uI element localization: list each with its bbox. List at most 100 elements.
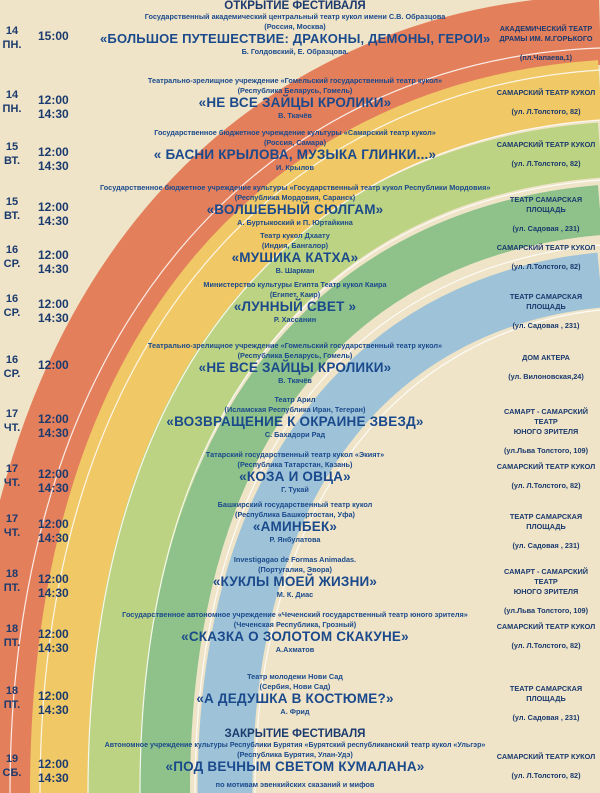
event-times: 12:00 14:30	[38, 467, 74, 495]
event-country: (Чеченская Республика, Грозный)	[233, 620, 357, 629]
event-times: 12:00 14:30	[38, 627, 74, 655]
event-times: 12:00 14:30	[38, 93, 74, 121]
event-weekday: ЧТ.	[3, 527, 21, 539]
event-time: 12:00	[38, 145, 69, 159]
event-day: 16	[5, 244, 19, 256]
event-country: (Республика Мордовия, Саранск)	[234, 193, 356, 202]
event-time: 12:00	[38, 248, 69, 262]
event-weekday: ЧТ.	[3, 477, 21, 489]
event-date: 18 ПТ.	[0, 567, 24, 595]
event-venue: ТЕАТР САМАРСКАЯ ПЛОЩАДЬ (ул. Садовая , 2…	[494, 195, 598, 234]
event-date: 15 ВТ.	[0, 195, 24, 223]
event-time: 14:30	[38, 159, 69, 173]
event-country: (Республика Татарстан, Казань)	[237, 460, 353, 469]
event-weekday: СР.	[3, 368, 21, 380]
event-venue: САМАРСКИЙ ТЕАТР КУКОЛ (ул. Л.Толстого, 8…	[494, 462, 598, 491]
event-time: 12:00	[38, 757, 69, 771]
event-country: (Россия, Москва)	[264, 22, 326, 31]
venue-name: ЮНОГО ЗРИТЕЛЯ	[513, 427, 579, 436]
event-day: 16	[5, 293, 19, 305]
event-organization: Министерство культуры Египта Театр кукол…	[203, 280, 387, 289]
event-title: «БОЛЬШОЕ ПУТЕШЕСТВИЕ: ДРАКОНЫ, ДЕМОНЫ, Г…	[100, 31, 491, 46]
event-info: Государственное бюджетное учреждение кул…	[100, 183, 490, 228]
event-venue: ТЕАТР САМАРСКАЯ ПЛОЩАДЬ (ул. Садовая , 2…	[494, 292, 598, 331]
event-day: 17	[5, 463, 19, 475]
venue-address: (ул. Вилоновская,24)	[508, 372, 584, 381]
event-info: Автономное учреждение культуры Республик…	[100, 740, 490, 775]
event-info: Театр молодежи Нови Сад (Сербия, Нови Са…	[100, 672, 490, 717]
footer-note: по мотивам эвенкийских сказаний и мифов	[215, 780, 375, 789]
rainbow-band-yellow	[30, 60, 600, 793]
event-weekday: ПТ.	[3, 699, 21, 711]
event-author: В. Ткачёв	[278, 376, 312, 385]
event-date: 14 ПН.	[0, 24, 24, 52]
venue-name: САМАРСКИЙ ТЕАТР КУКОЛ	[496, 88, 596, 97]
event-organization: Государственное бюджетное учреждение кул…	[100, 183, 491, 192]
rainbow-line	[39, 69, 600, 793]
rainbow-line	[139, 179, 600, 793]
venue-name: ТЕАТР САМАРСКАЯ ПЛОЩАДЬ	[509, 512, 583, 531]
event-venue: ДОМ АКТЕРА (ул. Вилоновская,24)	[494, 353, 598, 382]
venue-address: (ул. Садовая , 231)	[512, 224, 580, 233]
event-times: 12:00	[38, 358, 74, 372]
event-day: 17	[5, 513, 19, 525]
event-country: (Республика Беларусь, Гомель)	[237, 86, 353, 95]
event-day: 15	[5, 196, 19, 208]
event-author: Р. Хассанин	[273, 315, 317, 324]
event-organization: Татарский государственный театр кукол «Э…	[205, 450, 385, 459]
event-title: «КОЗА И ОВЦА»	[239, 469, 351, 484]
event-venue: САМАРСКИЙ ТЕАТР КУКОЛ (ул. Л.Толстого, 8…	[494, 622, 598, 651]
event-times: 12:00 14:30	[38, 412, 74, 440]
event-time: 15:00	[38, 29, 69, 43]
event-organization: Государственное автономное учреждение «Ч…	[122, 610, 468, 619]
event-date: 15 ВТ.	[0, 140, 24, 168]
event-time: 12:00	[38, 297, 69, 311]
event-times: 12:00 14:30	[38, 572, 74, 600]
event-country: (Исламская Республика Иран, Тегеран)	[224, 405, 366, 414]
event-day: 15	[5, 141, 19, 153]
event-info: Театрально-зрелищное учреждение «Гомельс…	[100, 76, 490, 121]
event-author: С. Бахадори Рад	[264, 430, 326, 439]
event-venue: САМАРСКИЙ ТЕАТР КУКОЛ (ул. Л.Толстого, 8…	[494, 140, 598, 169]
venue-name: ТЕАТР САМАРСКАЯ ПЛОЩАДЬ	[509, 292, 583, 311]
event-author: А. Буртыкоский и П. Юртайкина	[237, 218, 353, 227]
venue-address: (ул. Садовая , 231)	[512, 713, 580, 722]
event-day: 18	[5, 623, 19, 635]
event-weekday: ВТ.	[3, 155, 21, 167]
event-day: 18	[5, 568, 19, 580]
event-venue: АКАДЕМИЧЕСКИЙ ТЕАТР ДРАМЫ ИМ. М.ГОРЬКОГО …	[494, 24, 598, 63]
event-country: (Египет, Каир)	[269, 290, 321, 299]
event-times: 12:00 14:30	[38, 200, 74, 228]
venue-name: САМАРСКИЙ ТЕАТР КУКОЛ	[496, 752, 596, 761]
event-time: 12:00	[38, 93, 69, 107]
event-title: «НЕ ВСЕ ЗАЙЦЫ КРОЛИКИ»	[198, 95, 392, 110]
event-time: 12:00	[38, 200, 69, 214]
event-date: 17 ЧТ.	[0, 462, 24, 490]
event-info: Театрально-зрелищное учреждение «Гомельс…	[100, 341, 490, 386]
event-time: 14:30	[38, 531, 69, 545]
event-title: « БАСНИ КРЫЛОВА, МУЗЫКА ГЛИНКИ...»	[153, 147, 437, 162]
event-weekday: ПН.	[2, 39, 22, 51]
venue-name: ДОМ АКТЕРА	[522, 353, 570, 362]
venue-name: САМАРТ - САМАРСКИЙ ТЕАТР	[503, 407, 589, 426]
event-time: 14:30	[38, 107, 69, 121]
event-title: «КУКЛЫ МОЕЙ ЖИЗНИ»	[212, 574, 378, 589]
event-time: 12:00	[38, 572, 69, 586]
event-title: «НЕ ВСЕ ЗАЙЦЫ КРОЛИКИ»	[198, 360, 392, 375]
event-date: 16 СР.	[0, 243, 24, 271]
event-time: 14:30	[38, 262, 69, 276]
event-time: 14:30	[38, 641, 69, 655]
event-organization: Государственное бюджетное учреждение кул…	[154, 128, 436, 137]
event-date: 18 ПТ.	[0, 622, 24, 650]
event-country: (Россия, Самара)	[263, 138, 327, 147]
event-organization: Башкирский государственный театр кукол	[217, 500, 373, 509]
event-author: И. Крылов	[276, 163, 314, 172]
rainbow-band-green	[140, 185, 600, 793]
event-venue: ТЕАТР САМАРСКАЯ ПЛОЩАДЬ (ул. Садовая , 2…	[494, 512, 598, 551]
venue-address: (ул. Л.Толстого, 82)	[511, 481, 581, 490]
event-info: Государственное автономное учреждение «Ч…	[100, 610, 490, 655]
venue-address: (ул. Садовая , 231)	[512, 541, 580, 550]
event-organization: Театр молодежи Нови Сад	[247, 672, 343, 681]
event-organization: Театр Арил	[274, 395, 316, 404]
